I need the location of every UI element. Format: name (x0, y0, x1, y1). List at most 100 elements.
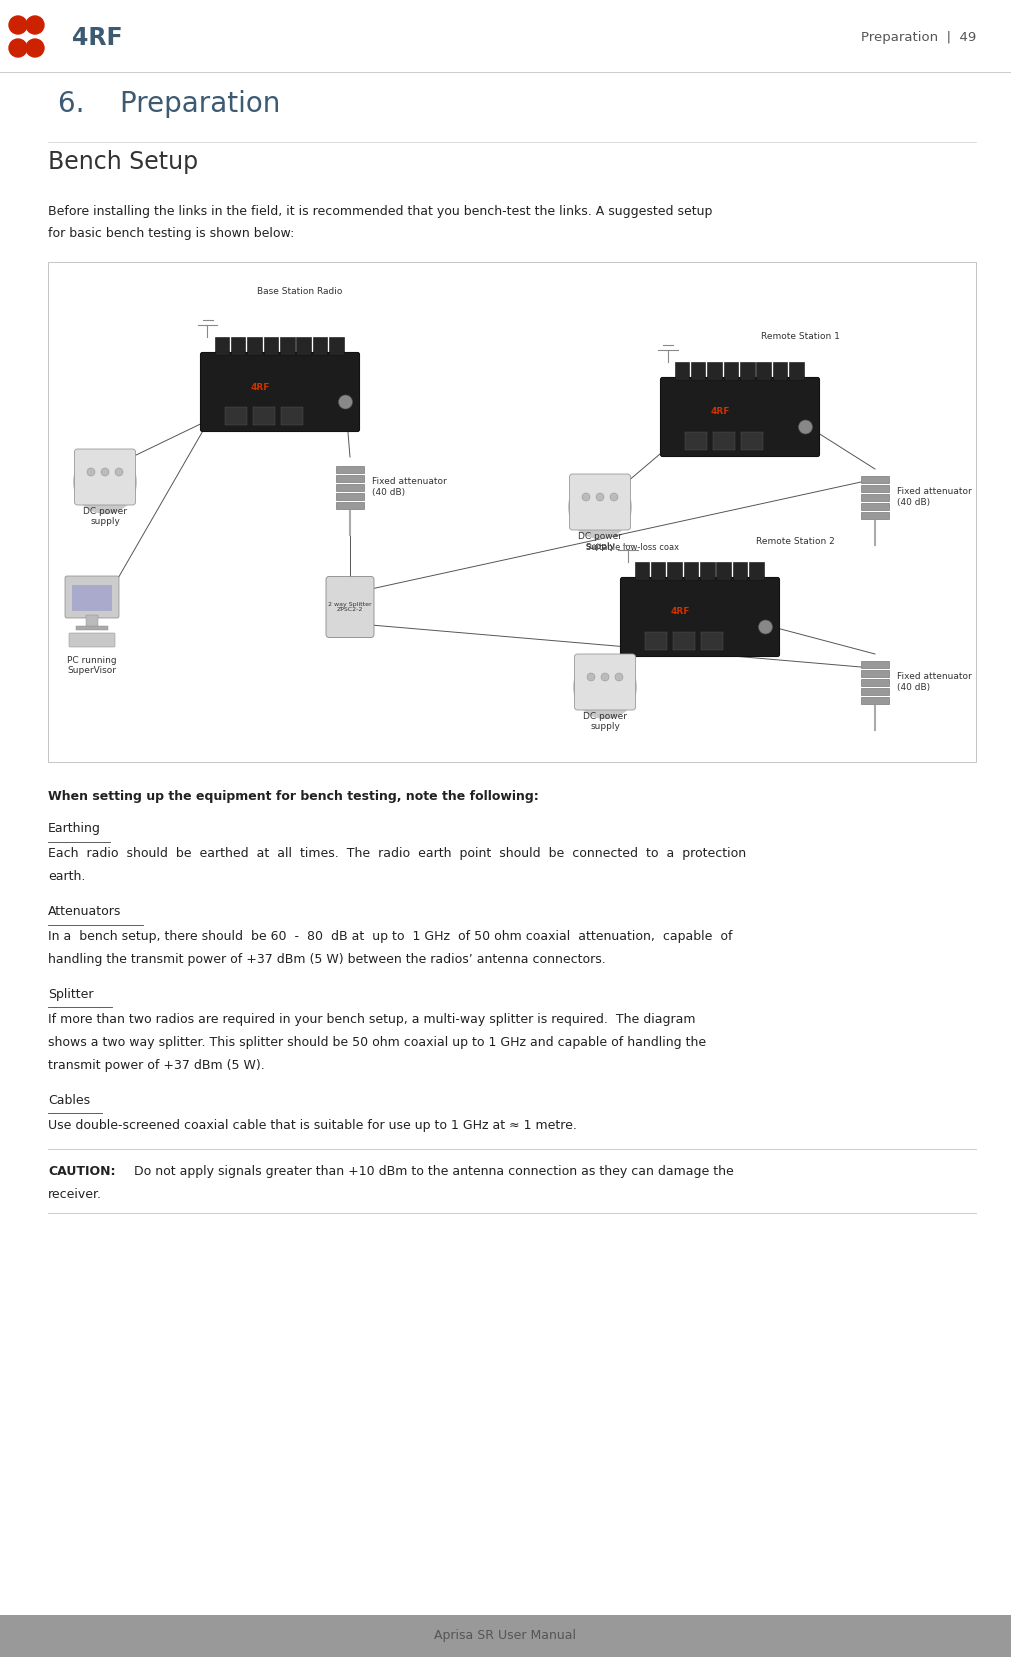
Circle shape (610, 494, 618, 500)
Text: Preparation  |  49: Preparation | 49 (860, 31, 976, 45)
Bar (72, 585, 112, 611)
Text: for basic bench testing is shown below:: for basic bench testing is shown below: (48, 227, 294, 240)
Text: In a  bench setup, there should  be 60  -  80  dB at  up to  1 GHz  of 50 ohm co: In a bench setup, there should be 60 - 8… (48, 930, 733, 943)
Bar (296, 336, 311, 355)
Bar (741, 431, 763, 449)
Text: Base Station Radio: Base Station Radio (258, 287, 343, 297)
Text: Remote Station 1: Remote Station 1 (761, 331, 840, 341)
Circle shape (26, 40, 44, 56)
Bar (861, 512, 889, 519)
Bar (861, 502, 889, 509)
Text: Do not apply signals greater than +10 dBm to the antenna connection as they can : Do not apply signals greater than +10 dB… (130, 1165, 734, 1178)
Bar (861, 476, 889, 482)
Bar (86, 615, 98, 626)
Bar (667, 562, 681, 580)
Circle shape (615, 673, 623, 681)
Text: 4RF: 4RF (72, 27, 122, 50)
Bar (756, 361, 771, 379)
Bar (253, 406, 275, 424)
Bar (214, 336, 229, 355)
Circle shape (9, 17, 27, 35)
Text: If more than two radios are required in your bench setup, a multi-way splitter i: If more than two radios are required in … (48, 1012, 696, 1026)
Circle shape (758, 620, 772, 635)
Circle shape (9, 40, 27, 56)
Bar (700, 562, 715, 580)
Text: Earthing: Earthing (48, 822, 101, 835)
FancyBboxPatch shape (75, 449, 135, 505)
Bar (733, 562, 747, 580)
Text: transmit power of +37 dBm (5 W).: transmit power of +37 dBm (5 W). (48, 1059, 265, 1072)
FancyBboxPatch shape (326, 577, 374, 638)
Bar (713, 431, 735, 449)
Bar (248, 336, 262, 355)
Bar (336, 492, 364, 499)
Text: DC power
supply: DC power supply (83, 507, 127, 527)
Bar (685, 431, 707, 449)
FancyBboxPatch shape (621, 578, 779, 656)
Text: Before installing the links in the field, it is recommended that you bench-test : Before installing the links in the field… (48, 205, 713, 219)
Text: Splitter: Splitter (48, 988, 93, 1001)
Bar (336, 466, 364, 472)
Bar (861, 688, 889, 694)
Text: 4RF: 4RF (711, 408, 730, 416)
Circle shape (573, 655, 637, 719)
Bar (790, 361, 804, 379)
Text: PC running
SuperVisor: PC running SuperVisor (67, 656, 117, 676)
Bar (749, 562, 763, 580)
Text: Remote Station 2: Remote Station 2 (756, 537, 835, 547)
Text: Suitable low-loss coax: Suitable low-loss coax (586, 543, 679, 552)
Bar (280, 336, 294, 355)
Bar (231, 336, 246, 355)
Bar (651, 562, 665, 580)
FancyBboxPatch shape (574, 655, 636, 709)
Text: Bench Setup: Bench Setup (48, 151, 198, 174)
Text: Each  radio  should  be  earthed  at  all  times.  The  radio  earth  point  sho: Each radio should be earthed at all time… (48, 847, 746, 860)
FancyBboxPatch shape (69, 633, 115, 646)
Text: DC power
supply: DC power supply (583, 713, 627, 731)
Text: receiver.: receiver. (48, 1188, 102, 1201)
Bar (76, 626, 108, 630)
Bar (717, 562, 731, 580)
Bar (701, 631, 723, 650)
Text: 6.    Preparation: 6. Preparation (58, 89, 280, 118)
FancyBboxPatch shape (200, 353, 360, 431)
Text: Fixed attenuator
(40 dB): Fixed attenuator (40 dB) (372, 477, 447, 497)
FancyBboxPatch shape (65, 577, 119, 618)
FancyBboxPatch shape (660, 378, 820, 456)
Bar (336, 502, 364, 509)
Bar (312, 336, 328, 355)
Bar (673, 631, 695, 650)
Text: 2 way Splitter
ZPSC2-2: 2 way Splitter ZPSC2-2 (329, 601, 372, 613)
Bar (0, 1616, 1011, 1657)
Bar (225, 406, 247, 424)
Circle shape (568, 476, 632, 539)
Bar (330, 336, 344, 355)
Bar (683, 562, 699, 580)
Bar (772, 361, 788, 379)
Circle shape (115, 467, 123, 476)
Circle shape (101, 467, 109, 476)
Text: CAUTION:: CAUTION: (48, 1165, 115, 1178)
Circle shape (799, 419, 813, 434)
Bar (691, 361, 706, 379)
Text: earth.: earth. (48, 870, 85, 883)
Text: Fixed attenuator
(40 dB): Fixed attenuator (40 dB) (897, 487, 972, 507)
Bar (674, 361, 690, 379)
Bar (724, 361, 738, 379)
Bar (645, 631, 667, 650)
Bar (336, 484, 364, 490)
Text: Fixed attenuator
(40 dB): Fixed attenuator (40 dB) (897, 673, 972, 693)
Bar (281, 406, 303, 424)
Circle shape (601, 673, 609, 681)
Text: When setting up the equipment for bench testing, note the following:: When setting up the equipment for bench … (48, 790, 539, 804)
Circle shape (596, 494, 604, 500)
Circle shape (73, 451, 137, 514)
Bar (708, 361, 722, 379)
Bar (740, 361, 754, 379)
Bar (336, 474, 364, 482)
Circle shape (339, 394, 353, 409)
Bar (264, 336, 278, 355)
FancyBboxPatch shape (569, 474, 631, 530)
Bar (861, 661, 889, 668)
Text: Use double-screened coaxial cable that is suitable for use up to 1 GHz at ≈ 1 me: Use double-screened coaxial cable that i… (48, 1118, 577, 1132)
